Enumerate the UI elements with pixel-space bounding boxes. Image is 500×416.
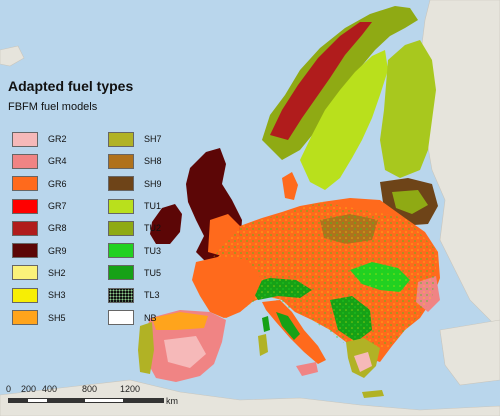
legend-label: TU2 <box>144 223 162 234</box>
legend-label: SH3 <box>48 290 66 301</box>
greece-lowland <box>354 352 372 372</box>
legend-label: TU5 <box>144 267 162 278</box>
legend-column-right: SH7 SH8 SH9 TU1 TU2 TU3 TU5 TL3 NB <box>108 128 198 329</box>
sardinia <box>258 334 268 356</box>
legend-swatch <box>108 265 134 281</box>
legend-item-tu1: TU1 <box>108 195 198 217</box>
legend-item-gr4: GR4 <box>12 150 102 172</box>
legend-label: TU1 <box>144 201 162 212</box>
france <box>192 256 262 318</box>
legend-item-sh2: SH2 <box>12 262 102 284</box>
legend-label: GR4 <box>48 156 67 167</box>
italy <box>258 300 326 376</box>
speckle-layer <box>205 202 438 356</box>
norway-mountains <box>270 22 372 140</box>
baltics-forest <box>392 190 428 214</box>
spain-north <box>152 312 208 330</box>
legend-swatch <box>12 310 38 326</box>
legend-item-sh5: SH5 <box>12 306 102 328</box>
sweden <box>300 50 388 190</box>
portugal <box>138 322 154 374</box>
legend-label: SH8 <box>144 156 162 167</box>
iceland-edge <box>0 45 25 67</box>
legend-swatch <box>108 287 134 303</box>
legend-swatch <box>12 265 38 281</box>
legend-swatch <box>108 310 134 326</box>
sicily <box>296 362 318 376</box>
legend-label: GR2 <box>48 134 67 145</box>
legend-item-gr9: GR9 <box>12 239 102 261</box>
spain-center <box>164 336 206 368</box>
norway <box>262 6 418 160</box>
legend-item-tu5: TU5 <box>108 262 198 284</box>
scale-unit: km <box>166 396 178 406</box>
scale-tick: 800 <box>82 384 98 394</box>
legend-item-gr7: GR7 <box>12 195 102 217</box>
scandinavia <box>262 6 436 200</box>
scale-tick: 200 <box>21 384 37 394</box>
mainland <box>192 198 440 362</box>
legend-label: TU3 <box>144 245 162 256</box>
legend-swatch <box>108 220 134 236</box>
legend-swatch <box>108 243 134 259</box>
legend-label: GR8 <box>48 223 67 234</box>
greece <box>346 338 384 398</box>
legend-swatch <box>108 176 134 192</box>
legend-swatch <box>12 176 38 192</box>
legend-item-sh3: SH3 <box>12 284 102 306</box>
legend-swatch <box>108 198 134 214</box>
ireland <box>150 204 182 244</box>
legend-item-tu3: TU3 <box>108 239 198 261</box>
legend-swatch <box>12 153 38 169</box>
legend-item-sh9: SH9 <box>108 173 198 195</box>
map-title: Adapted fuel types <box>8 78 134 94</box>
legend-item-tu2: TU2 <box>108 217 198 239</box>
legend-item-gr8: GR8 <box>12 217 102 239</box>
scale-tick: 400 <box>42 384 58 394</box>
legend-label: NB <box>144 312 157 323</box>
scale-tick: 1200 <box>120 384 141 394</box>
legend-swatch <box>12 220 38 236</box>
legend-swatch <box>12 287 38 303</box>
legend-column-left: GR2 GR4 GR6 GR7 GR8 GR9 SH2 SH3 SH5 <box>12 128 102 329</box>
italy-highlands <box>276 312 300 340</box>
crete <box>362 390 384 398</box>
denmark <box>282 172 298 200</box>
legend-label: SH2 <box>48 267 66 278</box>
legend-label: GR7 <box>48 201 67 212</box>
legend-swatch <box>12 131 38 147</box>
legend-item-nb: NB <box>108 306 198 328</box>
legend-label: SH7 <box>144 134 162 145</box>
scale-bar: 0 200 400 800 1200 km <box>4 384 194 412</box>
legend-label: SH5 <box>48 312 66 323</box>
legend-swatch <box>12 198 38 214</box>
legend-label: GR6 <box>48 178 67 189</box>
scale-tick: 0 <box>6 384 12 394</box>
corsica <box>262 316 270 332</box>
legend-label: TL3 <box>144 290 160 301</box>
legend-label: GR9 <box>48 245 67 256</box>
finland <box>380 40 436 178</box>
legend-label: SH9 <box>144 178 162 189</box>
legend-swatch <box>108 131 134 147</box>
legend-item-gr2: GR2 <box>12 128 102 150</box>
legend-item-tl3: TL3 <box>108 284 198 306</box>
legend-swatch <box>108 153 134 169</box>
iberia <box>138 310 226 382</box>
scale-bar-graphic <box>8 398 164 403</box>
turkey <box>439 319 500 386</box>
legend-item-gr6: GR6 <box>12 173 102 195</box>
legend-item-sh7: SH7 <box>108 128 198 150</box>
legend-swatch <box>12 243 38 259</box>
map-subtitle: FBFM fuel models <box>8 101 98 113</box>
north-africa <box>0 379 500 416</box>
legend-item-sh8: SH8 <box>108 150 198 172</box>
